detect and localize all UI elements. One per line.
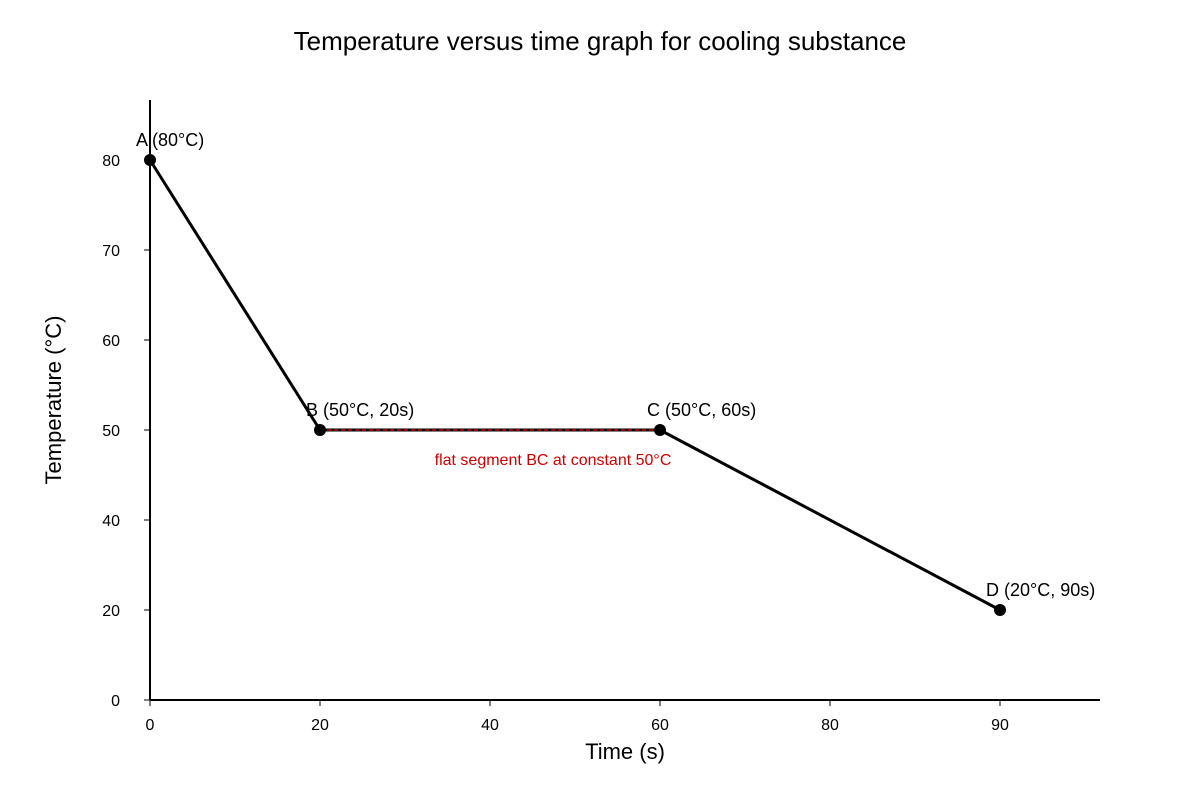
point-label: D (20°C, 90s) <box>986 580 1095 600</box>
point-label: A (80°C) <box>136 130 204 150</box>
point-label: C (50°C, 60s) <box>647 400 756 420</box>
data-point <box>654 424 666 436</box>
x-tick-label: 90 <box>991 717 1009 734</box>
x-tick-label: 20 <box>311 717 329 734</box>
ticks: 0 20 40 60 80 90 0 20 40 50 60 70 80 <box>102 153 1009 734</box>
x-tick-label: 40 <box>481 717 499 734</box>
series-segment <box>659 428 1001 612</box>
data-point <box>144 154 156 166</box>
data-point <box>994 604 1006 616</box>
y-tick-label: 60 <box>102 333 120 350</box>
y-tick-label: 70 <box>102 243 120 260</box>
y-tick-label: 40 <box>102 513 120 530</box>
y-tick-label: 80 <box>102 153 120 170</box>
series-segment <box>148 159 322 431</box>
data-point <box>314 424 326 436</box>
x-axis-label: Time (s) <box>585 739 665 764</box>
axes <box>149 100 1100 701</box>
y-tick-label: 50 <box>102 423 120 440</box>
x-tick-label: 0 <box>146 717 155 734</box>
y-axis-label: Temperature (°C) <box>41 316 66 485</box>
series-lines <box>148 159 1001 612</box>
x-tick-label: 60 <box>651 717 669 734</box>
y-tick-label: 20 <box>102 603 120 620</box>
x-tick-label: 80 <box>821 717 839 734</box>
y-tick-label: 0 <box>111 693 120 710</box>
flat-segment-annotation: flat segment BC at constant 50°C <box>435 452 672 469</box>
point-label: B (50°C, 20s) <box>306 400 414 420</box>
data-points <box>144 154 1006 616</box>
chart-title: Temperature versus time graph for coolin… <box>294 26 907 56</box>
point-labels: A (80°C) B (50°C, 20s) C (50°C, 60s) D (20°… <box>136 130 1095 600</box>
